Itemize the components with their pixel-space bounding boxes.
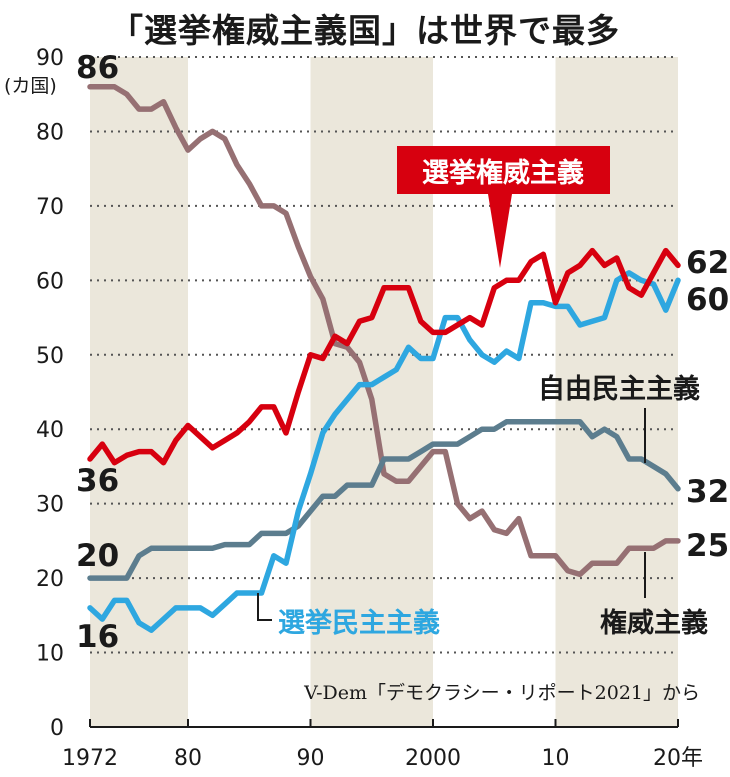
y-tick-label: 40	[36, 418, 64, 443]
axes: 0 10 20 30 40 50 60 70 80 90 1972 80 90 2000 10 20年	[36, 46, 703, 771]
x-tick-label: 2000	[405, 746, 461, 771]
series-name-box	[397, 146, 610, 194]
y-tick-label: 70	[36, 195, 64, 220]
gridlines	[90, 56, 678, 654]
series-line	[87, 270, 681, 633]
series-name-label: 権威主義	[600, 607, 708, 639]
y-tick-label: 20	[36, 567, 64, 592]
y-tick-label: 60	[36, 269, 64, 294]
series-end-label: 60	[686, 282, 729, 318]
series-line	[87, 419, 681, 581]
series-end-label: 62	[686, 245, 729, 281]
series-start-label: 36	[76, 463, 119, 499]
callout-pointer	[488, 194, 512, 268]
series-end-label: 25	[686, 528, 729, 564]
series-name-label: 選挙権威主義	[422, 157, 584, 189]
y-tick-label: 0	[50, 716, 64, 741]
series-lines	[87, 84, 681, 633]
series-start-label: 20	[76, 538, 119, 574]
x-tick-label: 20年	[653, 746, 703, 771]
y-unit-label: (カ国)	[4, 75, 57, 97]
x-tick-label: 10	[542, 746, 570, 771]
x-tick-label: 80	[174, 746, 202, 771]
series-start-label: 86	[76, 50, 119, 86]
source-note: V-Dem「デモクラシー・リポート2021」から	[303, 682, 700, 704]
series-end-label: 32	[686, 474, 729, 510]
series-name-label: 選挙民主主義	[278, 607, 440, 639]
leader-line	[257, 593, 272, 621]
series-name-label: 自由民主主義	[538, 373, 700, 405]
y-tick-label: 80	[36, 120, 64, 145]
x-tick-label: 90	[297, 746, 325, 771]
y-tick-label: 30	[36, 493, 64, 518]
series-line	[87, 84, 681, 578]
series-start-label: 16	[76, 619, 119, 655]
y-tick-label: 90	[36, 46, 64, 71]
y-tick-label: 50	[36, 344, 64, 369]
series-line	[87, 247, 681, 466]
y-tick-label: 10	[36, 642, 64, 667]
x-tick-label: 1972	[62, 746, 118, 771]
chart-title: 「選挙権威主義国」は世界で最多	[110, 11, 620, 50]
decade-shading	[90, 57, 678, 727]
